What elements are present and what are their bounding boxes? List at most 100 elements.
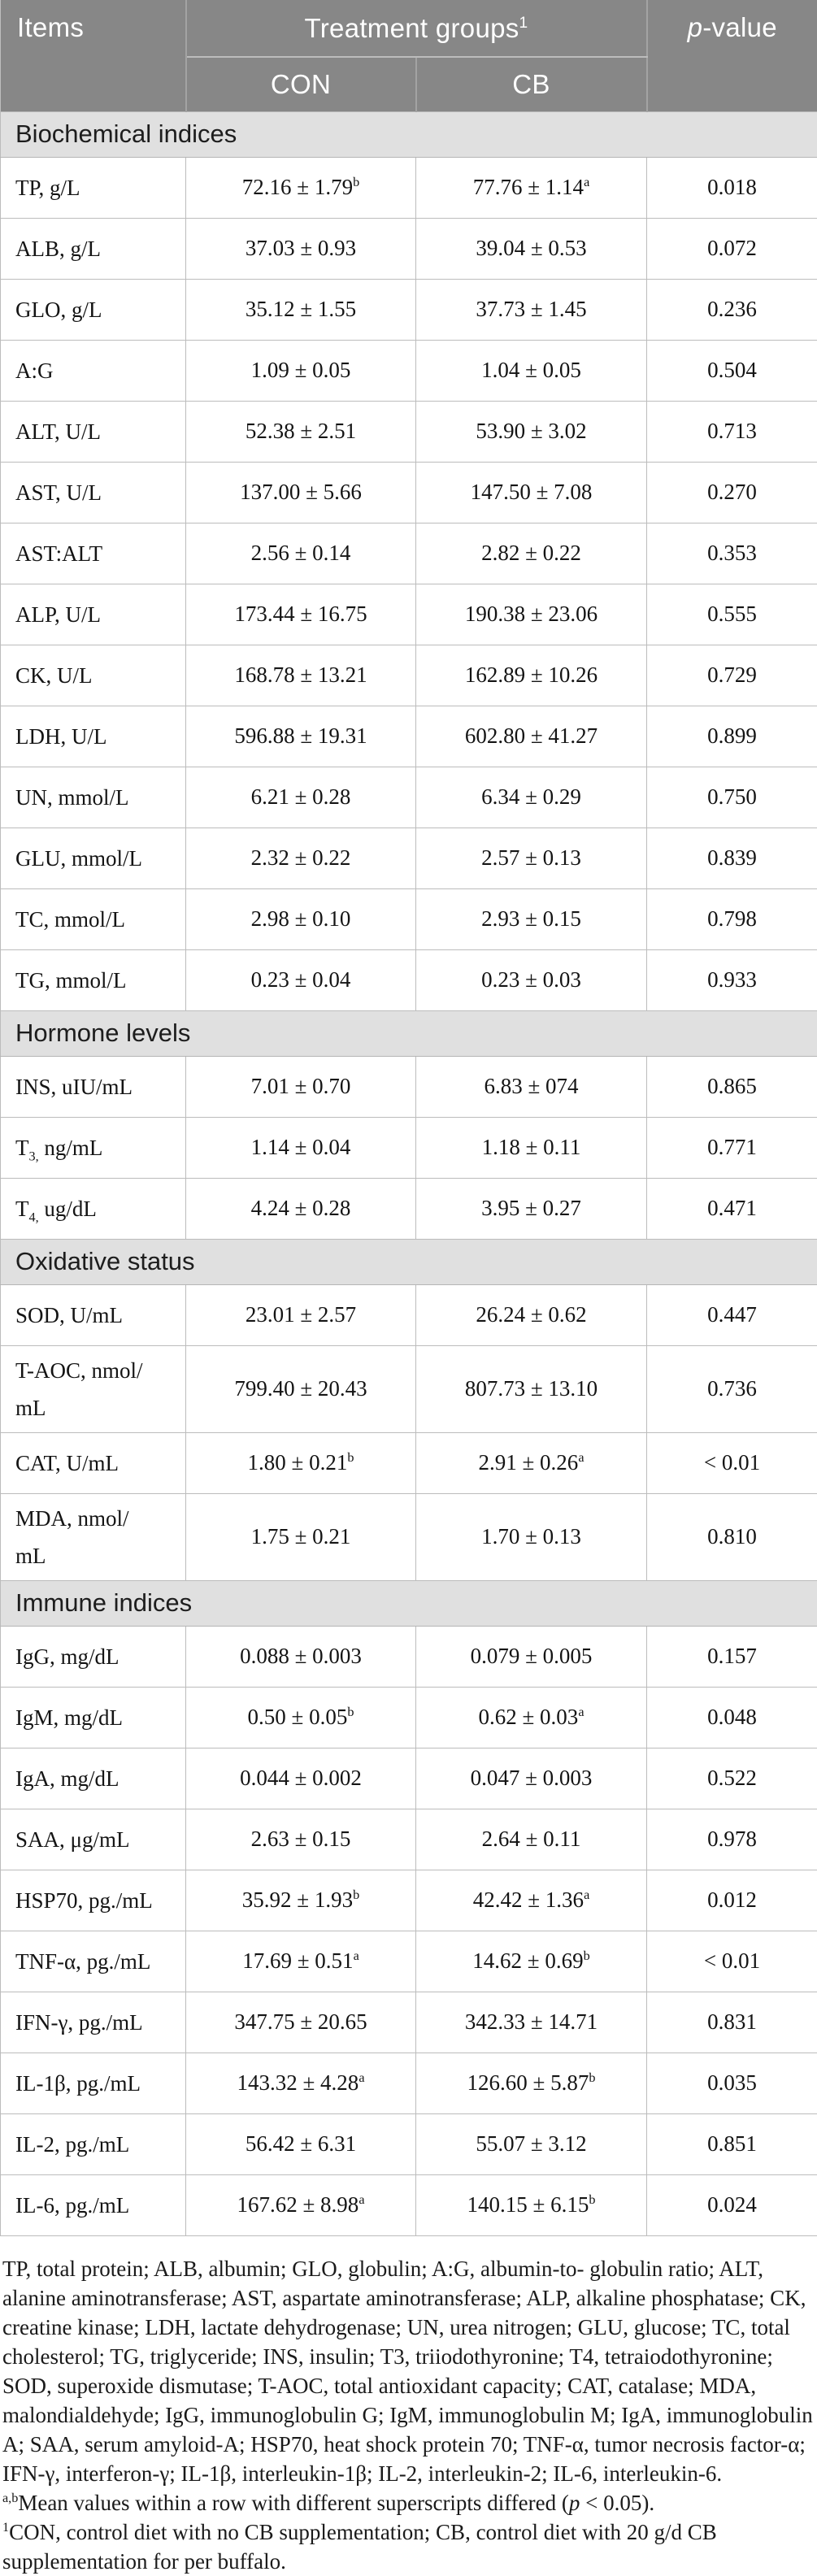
table-row: CK, U/L 168.78 ± 13.21 162.89 ± 10.26 0.… xyxy=(1,645,817,706)
con-value-text: 72.16 ± 1.79 xyxy=(242,175,353,199)
section-header-row: Hormone levels xyxy=(1,1010,817,1056)
section-header-row: Oxidative status xyxy=(1,1239,817,1284)
cb-value-text: 6.83 ± 074 xyxy=(484,1074,578,1098)
con-value-text: 596.88 ± 19.31 xyxy=(234,723,367,748)
cell-cb-value: 2.64 ± 0.11 xyxy=(416,1809,647,1870)
cb-value-text: 162.89 ± 10.26 xyxy=(465,662,598,687)
item-label-text: ALP, U/L xyxy=(15,602,101,627)
cell-p-value: 0.839 xyxy=(647,828,817,888)
table-row: SAA, μg/mL 2.63 ± 0.15 2.64 ± 0.11 0.978 xyxy=(1,1809,817,1870)
footnote-superscript-note: a,bMean values within a row with differe… xyxy=(2,2488,814,2517)
cell-p-value: 0.012 xyxy=(647,1870,817,1931)
cell-p-value: 0.729 xyxy=(647,645,817,706)
row-item-label: UN, mmol/L xyxy=(1,767,186,828)
cell-cb-value: 190.38 ± 23.06 xyxy=(416,584,647,645)
row-item-label: IgG, mg/dL xyxy=(1,1626,186,1687)
con-value-text: 2.56 ± 0.14 xyxy=(251,541,351,565)
table-row: TG, mmol/L 0.23 ± 0.04 0.23 ± 0.03 0.933 xyxy=(1,949,817,1010)
cb-value-text: 55.07 ± 3.12 xyxy=(476,2131,586,2156)
section-title: Oxidative status xyxy=(1,1239,817,1284)
cell-p-value: 0.933 xyxy=(647,949,817,1010)
con-value-text: 1.80 ± 0.21 xyxy=(248,1450,348,1475)
cb-superscript: a xyxy=(584,1887,589,1902)
table-row: AST:ALT 2.56 ± 0.14 2.82 ± 0.22 0.353 xyxy=(1,523,817,584)
row-item-label: TC, mmol/L xyxy=(1,888,186,949)
cell-cb-value: 77.76 ± 1.14a xyxy=(416,157,647,218)
item-label-text: MDA, nmol/ xyxy=(15,1506,129,1531)
cell-p-value: 0.072 xyxy=(647,218,817,279)
cb-value-text: 37.73 ± 1.45 xyxy=(476,297,586,321)
cell-con-value: 167.62 ± 8.98a xyxy=(186,2174,416,2235)
cb-value-text: 140.15 ± 6.15 xyxy=(467,2192,589,2217)
con-value-text: 2.98 ± 0.10 xyxy=(251,906,351,931)
cell-p-value: 0.504 xyxy=(647,340,817,401)
table-row: ALB, g/L 37.03 ± 0.93 39.04 ± 0.53 0.072 xyxy=(1,218,817,279)
cell-con-value: 143.32 ± 4.28a xyxy=(186,2053,416,2113)
item-label-text: IgM, mg/dL xyxy=(15,1705,123,1730)
con-superscript: b xyxy=(353,175,359,189)
row-item-label: ALP, U/L xyxy=(1,584,186,645)
item-label-text: INS, uIU/mL xyxy=(15,1075,133,1099)
cell-con-value: 799.40 ± 20.43 xyxy=(186,1345,416,1432)
row-item-label: AST, U/L xyxy=(1,462,186,523)
cell-con-value: 1.09 ± 0.05 xyxy=(186,340,416,401)
con-value-text: 23.01 ± 2.57 xyxy=(246,1302,356,1327)
cb-value-text: 2.93 ± 0.15 xyxy=(481,906,581,931)
cell-cb-value: 807.73 ± 13.10 xyxy=(416,1345,647,1432)
table-row: LDH, U/L 596.88 ± 19.31 602.80 ± 41.27 0… xyxy=(1,706,817,767)
cell-con-value: 0.50 ± 0.05b xyxy=(186,1687,416,1748)
table-row: UN, mmol/L 6.21 ± 0.28 6.34 ± 0.29 0.750 xyxy=(1,767,817,828)
cell-p-value: 0.865 xyxy=(647,1056,817,1117)
table-row: AST, U/L 137.00 ± 5.66 147.50 ± 7.08 0.2… xyxy=(1,462,817,523)
row-item-label: IL-6, pg./mL xyxy=(1,2174,186,2235)
cb-superscript: a xyxy=(578,1450,584,1465)
row-item-label: SAA, μg/mL xyxy=(1,1809,186,1870)
p-value-label-rest: -value xyxy=(702,12,777,42)
cb-superscript: b xyxy=(589,2070,595,2085)
cb-value-text: 807.73 ± 13.10 xyxy=(465,1376,598,1401)
item-label-text: AST:ALT xyxy=(15,541,102,566)
item-label-text: LDH, U/L xyxy=(15,724,106,749)
table-row: GLO, g/L 35.12 ± 1.55 37.73 ± 1.45 0.236 xyxy=(1,279,817,340)
cb-value-text: 2.57 ± 0.13 xyxy=(481,845,581,870)
con-value-text: 347.75 ± 20.65 xyxy=(234,2009,367,2034)
cell-con-value: 347.75 ± 20.65 xyxy=(186,1992,416,2053)
cb-value-text: 190.38 ± 23.06 xyxy=(465,602,598,626)
item-label-text: IgG, mg/dL xyxy=(15,1644,120,1669)
item-label-unit: ug/dL xyxy=(39,1197,97,1221)
row-item-label: ALT, U/L xyxy=(1,401,186,462)
con-value-text: 7.01 ± 0.70 xyxy=(251,1074,351,1098)
table-row: T4, ug/dL 4.24 ± 0.28 3.95 ± 0.27 0.471 xyxy=(1,1178,817,1239)
table-row: MDA, nmol/mL 1.75 ± 0.21 1.70 ± 0.13 0.8… xyxy=(1,1493,817,1580)
cell-cb-value: 3.95 ± 0.27 xyxy=(416,1178,647,1239)
row-item-label: IL-2, pg./mL xyxy=(1,2113,186,2174)
cb-value-text: 126.60 ± 5.87 xyxy=(467,2070,589,2095)
cell-cb-value: 0.23 ± 0.03 xyxy=(416,949,647,1010)
cell-con-value: 17.69 ± 0.51a xyxy=(186,1931,416,1992)
item-label-text: ALB, g/L xyxy=(15,237,101,261)
cell-con-value: 0.088 ± 0.003 xyxy=(186,1626,416,1687)
item-label-text: IL-2, pg./mL xyxy=(15,2132,129,2157)
section-title: Biochemical indices xyxy=(1,111,817,157)
footnote-ab-italic-p: p xyxy=(569,2491,580,2515)
table-row: ALT, U/L 52.38 ± 2.51 53.90 ± 3.02 0.713 xyxy=(1,401,817,462)
con-value-text: 143.32 ± 4.28 xyxy=(237,2070,359,2095)
table-row: HSP70, pg./mL 35.92 ± 1.93b 42.42 ± 1.36… xyxy=(1,1870,817,1931)
section-title: Hormone levels xyxy=(1,1010,817,1056)
con-value-text: 0.044 ± 0.002 xyxy=(240,1766,362,1790)
item-label-text: HSP70, pg./mL xyxy=(15,1888,153,1913)
con-value-text: 0.088 ± 0.003 xyxy=(240,1644,362,1668)
cell-con-value: 6.21 ± 0.28 xyxy=(186,767,416,828)
con-value-text: 37.03 ± 0.93 xyxy=(246,236,356,260)
table-row: CAT, U/mL 1.80 ± 0.21b 2.91 ± 0.26a < 0.… xyxy=(1,1432,817,1493)
cell-p-value: 0.270 xyxy=(647,462,817,523)
table-row: TP, g/L 72.16 ± 1.79b 77.76 ± 1.14a 0.01… xyxy=(1,157,817,218)
cb-superscript: b xyxy=(584,1948,590,1963)
cell-con-value: 0.23 ± 0.04 xyxy=(186,949,416,1010)
con-value-text: 0.50 ± 0.05 xyxy=(248,1705,348,1729)
cell-p-value: 0.736 xyxy=(647,1345,817,1432)
con-value-text: 35.12 ± 1.55 xyxy=(246,297,356,321)
cell-cb-value: 140.15 ± 6.15b xyxy=(416,2174,647,2235)
row-item-label: AST:ALT xyxy=(1,523,186,584)
footnote-1-marker: 1 xyxy=(2,2520,9,2535)
